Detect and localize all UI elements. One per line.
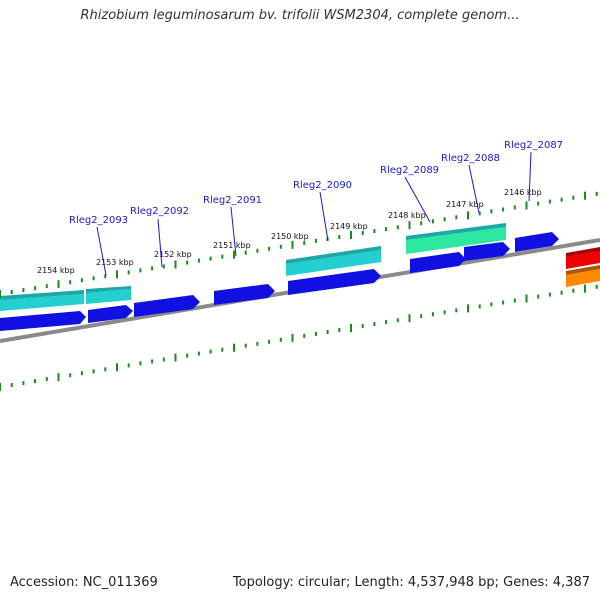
cds-arrow[interactable] [515, 232, 559, 252]
cds-arrow[interactable] [464, 242, 510, 261]
feature-band-edge [566, 265, 600, 275]
tick-ring-lower [0, 284, 598, 391]
feature-band-cyan-2[interactable] [86, 289, 131, 304]
gene-leader-lines [96, 151, 532, 276]
gene-label-group: Rleg2_2093 Rleg2_2092 Rleg2_2091 Rleg2_2… [69, 140, 563, 226]
kbp-label: 2148 kbp [388, 211, 426, 220]
feature-band-edge [86, 286, 131, 293]
feature-band-cyan-1[interactable] [0, 294, 84, 311]
kbp-label-group: 2154 kbp 2153 kbp 2152 kbp 2151 kbp 2150… [37, 188, 542, 275]
feature-band-edge [0, 290, 84, 300]
tick-ring-upper [0, 191, 598, 298]
gene-label[interactable]: Rleg2_2089 [380, 165, 439, 176]
accession-text: Accession: NC_011369 [10, 575, 158, 590]
kbp-label: 2151 kbp [213, 241, 251, 250]
feature-band-edge [566, 247, 600, 257]
gene-leader-line [319, 191, 329, 242]
cds-arrow[interactable] [134, 295, 200, 317]
cds-arrow[interactable] [288, 269, 381, 295]
kbp-label: 2153 kbp [96, 258, 134, 267]
gene-leader-line [230, 206, 237, 257]
kbp-label: 2152 kbp [154, 250, 192, 259]
kbp-label: 2146 kbp [504, 188, 542, 197]
cds-arrow[interactable] [0, 311, 86, 331]
feature-band-edge [406, 223, 506, 240]
map-title: Rhizobium leguminosarum bv. trifolii WSM… [80, 8, 520, 23]
gene-label[interactable]: Rleg2_2088 [441, 153, 500, 164]
gene-label[interactable]: Rleg2_2091 [203, 195, 262, 206]
cds-arrow[interactable] [214, 284, 275, 305]
gene-label[interactable]: Rleg2_2092 [130, 206, 189, 217]
cds-arrow[interactable] [410, 252, 466, 273]
gene-label[interactable]: Rleg2_2087 [504, 140, 563, 151]
feature-layer [0, 223, 600, 331]
gene-label[interactable]: Rleg2_2093 [69, 215, 128, 226]
gene-leader-line [404, 176, 431, 223]
feature-band-mint[interactable] [406, 227, 506, 254]
feature-band-cyan-3[interactable] [286, 250, 381, 276]
gene-leader-line [157, 218, 163, 268]
kbp-label: 2149 kbp [330, 222, 368, 231]
gene-leader-line [528, 151, 532, 202]
gene-label[interactable]: Rleg2_2090 [293, 180, 352, 191]
cds-arrow[interactable] [88, 305, 133, 323]
topology-summary-text: Topology: circular; Length: 4,537,948 bp… [232, 575, 590, 590]
kbp-label: 2154 kbp [37, 266, 75, 275]
kbp-label: 2150 kbp [271, 232, 309, 241]
kbp-label: 2147 kbp [446, 200, 484, 209]
gene-leader-line [468, 164, 480, 214]
gene-leader-line [96, 226, 107, 276]
feature-band-edge [286, 246, 381, 264]
